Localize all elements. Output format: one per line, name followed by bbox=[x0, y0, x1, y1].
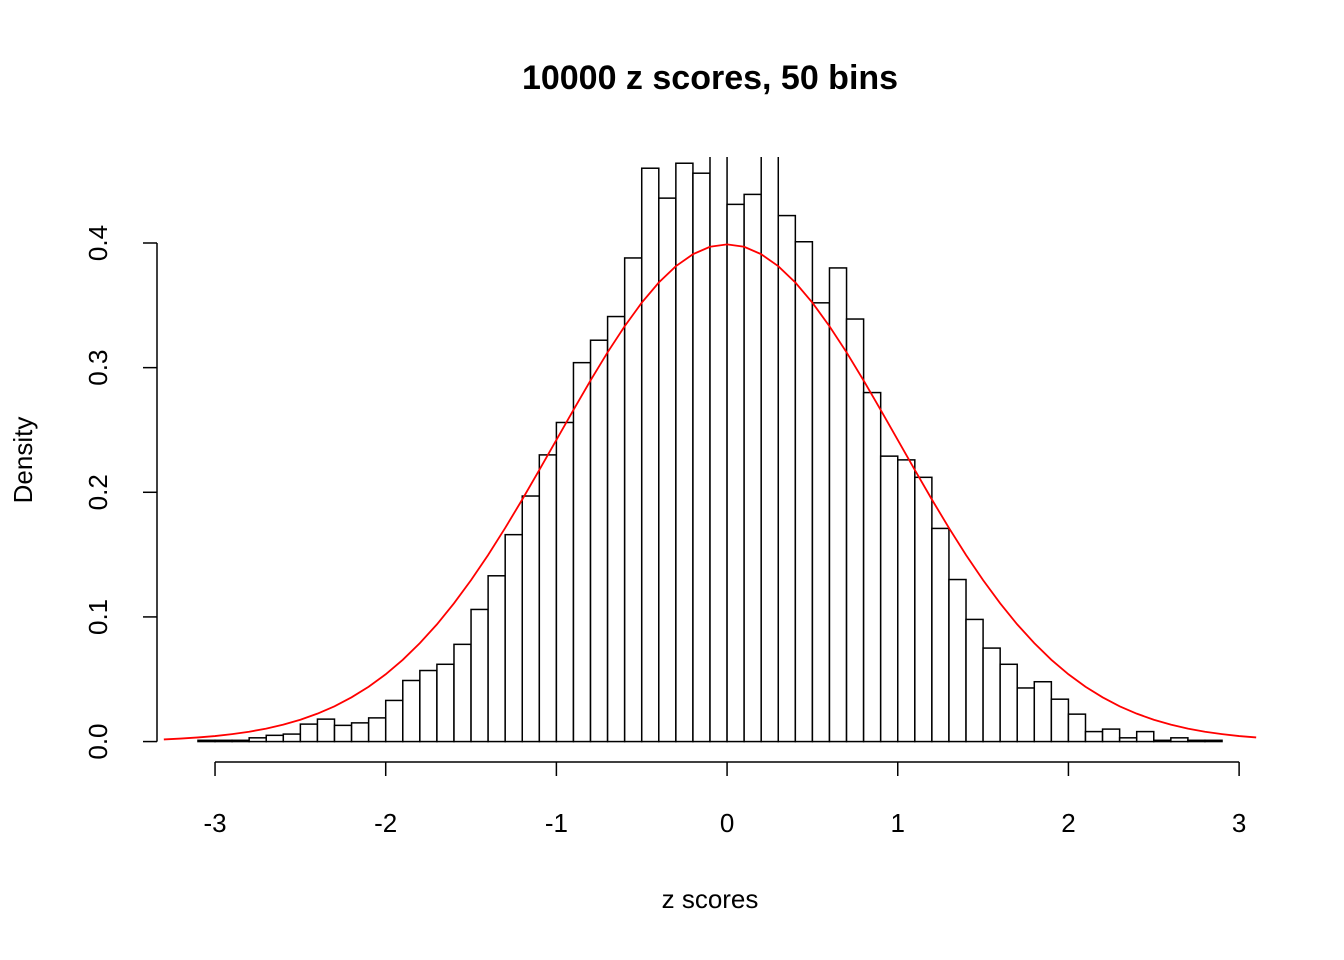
bar bbox=[1153, 739, 1172, 743]
y-tick-label: 0.2 bbox=[83, 474, 113, 510]
bar bbox=[419, 669, 438, 743]
x-tick-label: -2 bbox=[374, 808, 397, 838]
bar bbox=[231, 739, 250, 743]
x-tick-label: 0 bbox=[720, 808, 734, 838]
bar bbox=[914, 476, 933, 743]
bar bbox=[862, 391, 882, 743]
bar bbox=[760, 157, 780, 743]
bar bbox=[948, 578, 967, 743]
bar bbox=[606, 315, 626, 743]
bar bbox=[811, 302, 831, 743]
y-tick-label: 0.3 bbox=[83, 350, 113, 386]
bar bbox=[1204, 739, 1223, 743]
bar bbox=[1084, 730, 1104, 743]
x-tick-label: -1 bbox=[545, 808, 568, 838]
bar bbox=[623, 257, 643, 743]
y-axis-label: Density bbox=[8, 417, 38, 504]
y-tick-label: 0.1 bbox=[83, 599, 113, 635]
x-axis-label: z scores bbox=[662, 884, 759, 914]
bar bbox=[367, 717, 387, 743]
x-tick-label: 1 bbox=[891, 808, 905, 838]
bar bbox=[675, 162, 694, 743]
bar bbox=[470, 608, 489, 743]
bar bbox=[402, 679, 421, 743]
bar bbox=[965, 618, 984, 743]
x-tick-label: 3 bbox=[1232, 808, 1246, 838]
bar bbox=[1170, 737, 1189, 743]
bar bbox=[1016, 687, 1036, 743]
bar bbox=[589, 339, 609, 743]
chart-title: 10000 z scores, 50 bins bbox=[522, 59, 898, 97]
x-tick-label: -3 bbox=[203, 808, 226, 838]
bar bbox=[743, 193, 762, 743]
bar bbox=[896, 459, 916, 743]
bar bbox=[333, 724, 353, 743]
plot-area bbox=[163, 157, 1257, 743]
y-tick-label: 0.4 bbox=[83, 225, 113, 261]
density-curve bbox=[163, 243, 1257, 741]
bar bbox=[487, 575, 506, 743]
bar bbox=[299, 723, 319, 743]
bar bbox=[999, 663, 1018, 743]
bar bbox=[1067, 713, 1087, 743]
bar bbox=[1101, 728, 1121, 743]
bar bbox=[282, 733, 302, 743]
bar bbox=[692, 172, 711, 743]
bar bbox=[572, 361, 592, 743]
bar bbox=[777, 214, 797, 743]
bar bbox=[538, 454, 558, 743]
y-tick-label: 0.0 bbox=[83, 723, 113, 759]
bar bbox=[709, 157, 728, 743]
bar bbox=[248, 737, 267, 743]
bar bbox=[504, 533, 524, 743]
bar bbox=[1135, 730, 1155, 743]
bar bbox=[726, 203, 745, 743]
bar bbox=[453, 643, 472, 743]
bar bbox=[1187, 739, 1206, 743]
bar bbox=[316, 718, 336, 743]
bar bbox=[436, 663, 455, 743]
bar bbox=[384, 699, 404, 743]
bar bbox=[640, 167, 660, 743]
bar bbox=[555, 421, 575, 743]
bar bbox=[265, 734, 285, 743]
bar bbox=[1118, 737, 1138, 743]
x-tick-label: 2 bbox=[1061, 808, 1075, 838]
bar bbox=[931, 527, 950, 743]
bar bbox=[879, 455, 899, 743]
bar bbox=[521, 495, 541, 743]
bar bbox=[982, 647, 1001, 743]
bar bbox=[794, 241, 814, 743]
bar bbox=[350, 722, 370, 743]
bar bbox=[1033, 680, 1053, 743]
bar bbox=[197, 739, 216, 743]
bar bbox=[214, 739, 233, 743]
bar bbox=[1050, 698, 1070, 743]
bar bbox=[845, 318, 865, 743]
